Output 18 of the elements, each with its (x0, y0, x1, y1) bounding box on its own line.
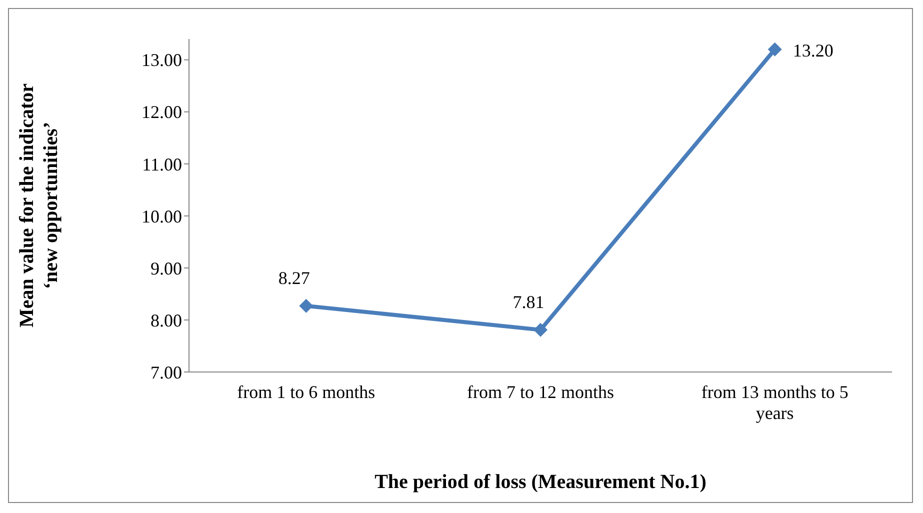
y-tick-label: 11.00 (142, 154, 182, 174)
y-tick-label: 9.00 (150, 258, 182, 278)
y-tick-label: 10.00 (142, 206, 182, 226)
data-label: 7.81 (512, 292, 544, 312)
x-tick-label: from 13 months to 5 years (701, 382, 848, 423)
y-tick-label: 12.00 (142, 102, 182, 122)
data-label: 8.27 (278, 268, 310, 288)
point (534, 322, 548, 337)
point (768, 42, 782, 56)
x-tick-label: from 7 to 12 months (467, 382, 614, 402)
data-label: 13.20 (792, 40, 834, 60)
point (299, 298, 314, 313)
y-tick-label: 7.00 (150, 362, 182, 382)
y-tick-label: 13.00 (142, 50, 182, 70)
y-tick-label: 8.00 (150, 310, 182, 330)
x-tick-label: from 1 to 6 months (237, 382, 376, 402)
y-axis-title: Mean value for the indicator ‘new opportunities’ (16, 83, 62, 328)
x-axis-title: The period of loss (Measurement No.1) (374, 471, 706, 494)
